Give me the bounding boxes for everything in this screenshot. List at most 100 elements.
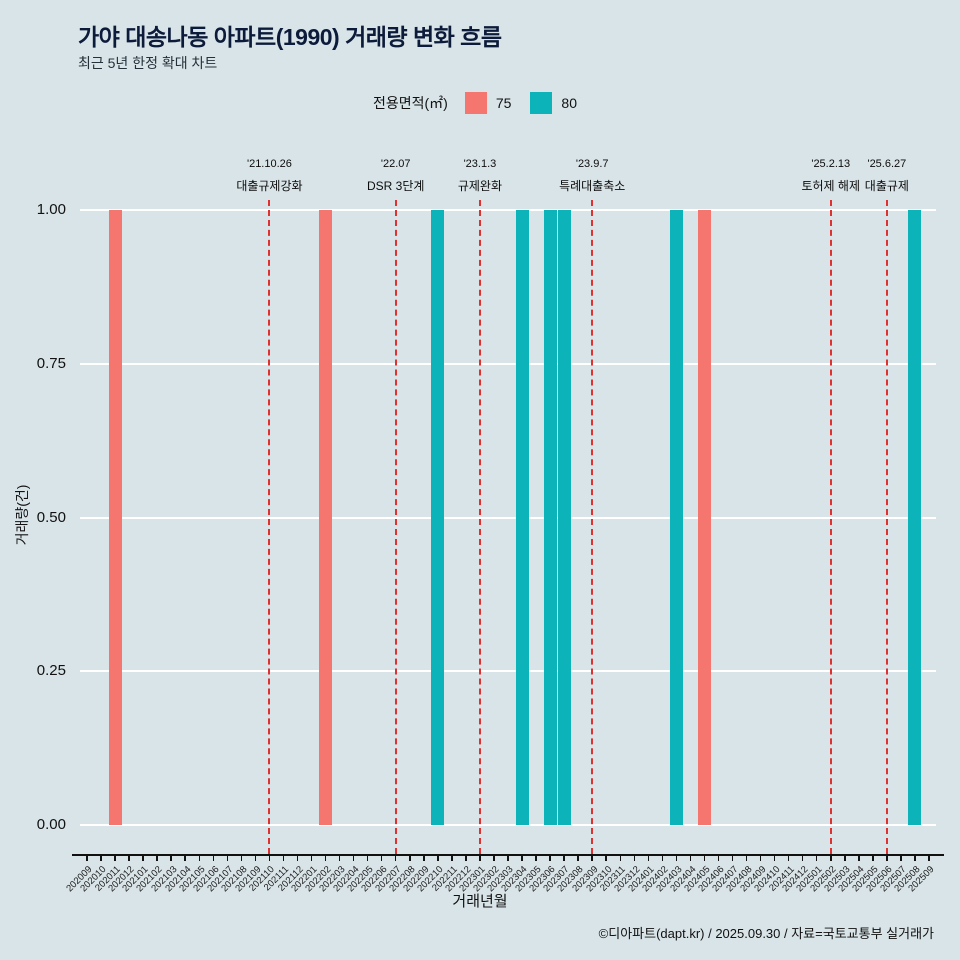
legend-title: 전용면적(㎡) — [372, 95, 448, 111]
x-tick — [773, 856, 776, 861]
y-tick-label: 1.00 — [36, 201, 66, 218]
x-tick — [86, 856, 88, 861]
bar-80-202304 — [515, 210, 529, 825]
x-tick — [423, 856, 425, 861]
x-tick — [830, 856, 832, 861]
x-tick — [493, 856, 495, 861]
bar-75-202405 — [697, 210, 711, 825]
x-tick — [717, 856, 720, 861]
x-tick — [380, 856, 383, 861]
x-tick — [142, 856, 144, 861]
x-tick — [212, 856, 215, 861]
x-tick — [928, 856, 930, 861]
y-tick-label: 0.00 — [36, 816, 66, 833]
x-tick — [858, 856, 860, 861]
x-tick — [675, 856, 678, 861]
event-label-202301: 규제완화 — [457, 179, 503, 193]
x-tick — [338, 856, 341, 861]
event-date-202502: '25.2.13 — [811, 158, 851, 170]
event-date-202506: '25.6.27 — [867, 158, 907, 170]
event-label-202502: 토허제 해제 — [801, 179, 861, 193]
event-line-202207 — [394, 200, 397, 854]
x-tick — [156, 856, 158, 861]
bar-80-202403 — [669, 210, 683, 825]
legend: 전용면적(㎡) 75 80 — [0, 92, 960, 114]
x-tick — [521, 856, 523, 861]
x-tick — [437, 856, 439, 861]
x-tick — [591, 856, 593, 861]
legend-item-75: 75 — [495, 95, 512, 111]
x-tick — [100, 856, 102, 861]
x-tick — [801, 856, 804, 861]
x-tick — [394, 856, 397, 861]
x-tick — [844, 856, 846, 861]
x-tick — [352, 856, 355, 861]
x-tick — [815, 856, 818, 861]
legend-swatch-80 — [530, 92, 553, 114]
x-axis-line — [72, 854, 944, 856]
x-tick — [114, 856, 116, 861]
bar-80-202307 — [557, 210, 571, 825]
x-tick — [184, 856, 186, 861]
x-tick — [605, 856, 607, 861]
x-tick — [507, 856, 509, 861]
x-tick — [563, 856, 565, 861]
x-tick — [872, 856, 874, 861]
event-line-202506 — [885, 200, 888, 854]
bar-75-202011 — [108, 210, 122, 825]
y-gridline — [80, 670, 936, 673]
x-tick — [198, 856, 201, 861]
event-date-202110: '21.10.26 — [246, 158, 292, 170]
x-tick — [282, 856, 285, 861]
y-gridline — [80, 824, 936, 826]
bar-80-202508 — [908, 210, 922, 825]
x-tick — [366, 856, 369, 861]
x-tick — [914, 856, 916, 861]
x-tick — [170, 856, 172, 861]
x-tick — [900, 856, 902, 861]
event-line-202301 — [478, 200, 481, 854]
x-tick — [296, 856, 299, 861]
x-tick — [324, 856, 327, 861]
x-tick — [535, 856, 537, 861]
bar-75-202202 — [319, 210, 333, 825]
y-tick-label: 0.50 — [36, 508, 66, 526]
x-tick — [745, 856, 748, 861]
x-tick — [577, 856, 579, 861]
event-date-202301: '23.1.3 — [463, 158, 497, 170]
bar-80-202210 — [431, 210, 445, 825]
x-tick — [633, 856, 636, 861]
x-tick — [310, 856, 313, 861]
event-date-202207: '22.07 — [380, 158, 411, 170]
x-tick — [465, 856, 467, 861]
x-tick — [128, 856, 130, 861]
x-tick — [886, 856, 888, 861]
footer-credit: ©디아파트(dapt.kr) / 2025.09.30 / 자료=국토교통부 실… — [598, 926, 934, 941]
legend-swatch-75 — [464, 92, 487, 114]
x-tick — [731, 856, 734, 861]
x-tick — [479, 856, 481, 861]
x-tick — [619, 856, 621, 861]
x-tick — [703, 856, 706, 861]
x-tick — [689, 856, 692, 861]
y-gridline — [80, 209, 936, 211]
y-gridline — [80, 362, 936, 365]
x-tick — [549, 856, 551, 861]
x-tick — [647, 856, 650, 861]
y-tick-label: 0.75 — [36, 354, 66, 372]
x-axis-title: 거래년월 — [452, 893, 508, 910]
bar-80-202306 — [543, 210, 557, 825]
event-label-202110: 대출규제강화 — [236, 179, 303, 193]
x-tick — [226, 856, 229, 861]
y-gridline — [80, 516, 936, 519]
x-tick — [451, 856, 453, 861]
page-subtitle: 최근 5년 한정 확대 차트 — [78, 55, 218, 71]
event-date-202309: '23.9.7 — [575, 158, 609, 170]
x-tick — [409, 856, 411, 861]
event-label-202309: 특례대출축소 — [559, 179, 626, 193]
x-tick — [268, 856, 271, 861]
event-label-202506: 대출규제 — [864, 179, 909, 193]
x-tick — [661, 856, 664, 861]
